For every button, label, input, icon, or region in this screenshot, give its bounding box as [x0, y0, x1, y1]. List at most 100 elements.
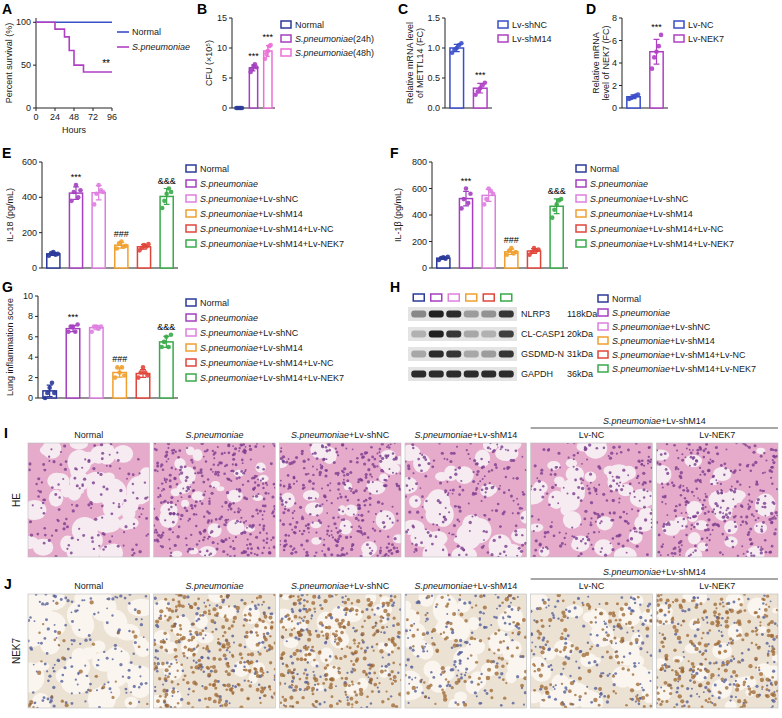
tissue-texture — [601, 547, 603, 549]
tissue-texture — [198, 540, 200, 542]
protein-label: CL-CASP1 — [521, 329, 565, 339]
data-point — [468, 192, 473, 197]
tissue-texture — [280, 450, 283, 453]
tissue-texture — [242, 472, 245, 475]
tissue-texture — [284, 508, 287, 511]
tissue-texture — [63, 444, 66, 447]
blot-band — [464, 331, 479, 338]
tissue-texture — [405, 477, 418, 494]
tissue-texture — [315, 531, 317, 533]
tissue-texture — [99, 473, 102, 476]
tissue-texture — [237, 508, 239, 510]
legend-label: S.pneumoniae(48h) — [295, 48, 374, 58]
tissue-texture — [243, 496, 246, 499]
tissue-texture — [194, 505, 197, 508]
tissue-texture — [37, 490, 39, 492]
blot-strip — [408, 347, 517, 361]
tissue-texture — [262, 514, 264, 516]
tissue-texture — [467, 453, 469, 455]
y-tick — [429, 241, 432, 242]
data-point — [115, 246, 120, 251]
tissue-texture — [157, 487, 159, 489]
legend-swatch — [186, 329, 196, 336]
axis-title-line: of METTL14 (FC) — [415, 28, 425, 98]
y-tick — [35, 296, 38, 297]
tissue-texture — [491, 486, 494, 489]
tissue-texture — [599, 522, 601, 524]
plot-area — [154, 443, 276, 557]
tissue-texture — [175, 468, 177, 470]
tissue-texture — [379, 455, 381, 457]
tissue-texture — [333, 522, 336, 525]
tissue-texture — [608, 455, 610, 457]
tissue-texture — [521, 516, 524, 519]
tissue-texture — [191, 507, 194, 510]
tissue-texture — [571, 526, 573, 528]
tissue-texture — [102, 548, 104, 550]
y-tick — [35, 398, 38, 399]
data-point — [159, 345, 164, 350]
tissue-texture — [225, 524, 227, 526]
tissue-texture — [185, 509, 188, 512]
tissue-texture — [593, 531, 595, 533]
tissue-texture — [54, 493, 57, 496]
tissue-texture — [357, 499, 360, 502]
tissue-texture — [264, 505, 267, 508]
tissue-texture — [586, 535, 589, 538]
figure: APercent survival (%)050100024487296Hour… — [0, 0, 782, 718]
tissue-texture — [154, 469, 157, 472]
tissue-texture — [122, 505, 136, 521]
tissue-texture — [180, 518, 182, 520]
tissue-texture — [688, 513, 698, 523]
tissue-texture — [208, 512, 211, 515]
tissue-texture — [220, 539, 223, 542]
tissue-texture — [81, 467, 83, 469]
plot-area — [47, 183, 174, 268]
data-point — [119, 239, 124, 244]
tissue-texture — [323, 539, 325, 541]
tissue-texture — [78, 528, 80, 530]
tissue-texture — [462, 514, 482, 535]
tissue-texture — [204, 529, 207, 532]
tissue-texture — [104, 545, 107, 548]
tissue-texture — [268, 551, 271, 554]
tissue-texture — [319, 473, 322, 476]
tissue-texture — [341, 547, 344, 550]
tissue-texture — [311, 522, 322, 529]
data-point — [509, 246, 514, 251]
tissue-texture — [279, 544, 281, 546]
tissue-texture — [378, 451, 380, 453]
tissue-texture — [491, 469, 493, 471]
data-point — [483, 81, 488, 86]
data-point — [459, 41, 464, 46]
tissue-texture — [462, 549, 465, 552]
tissue-texture — [296, 521, 299, 524]
tissue-texture — [230, 508, 233, 511]
tissue-texture — [551, 486, 554, 489]
tissue-texture — [510, 495, 513, 498]
tissue-texture — [71, 504, 73, 506]
tissue-texture — [568, 456, 570, 458]
tissue-texture — [169, 547, 171, 549]
tissue-texture — [234, 511, 236, 513]
data-point — [559, 197, 564, 202]
tissue-texture — [195, 500, 198, 503]
data-point — [92, 202, 97, 207]
tissue-texture — [622, 485, 624, 487]
tissue-texture — [174, 544, 177, 547]
tissue-texture — [309, 444, 312, 447]
tissue-texture — [337, 531, 340, 534]
legend-swatch — [186, 195, 196, 202]
tissue-texture — [626, 539, 629, 542]
tissue-texture — [280, 480, 282, 482]
tissue-texture — [306, 539, 309, 542]
tissue-texture — [312, 453, 314, 455]
tissue-texture — [545, 546, 548, 549]
y-tick — [35, 357, 38, 358]
tissue-texture — [531, 523, 544, 531]
tissue-texture — [323, 494, 326, 497]
tissue-texture — [60, 536, 75, 553]
y-tick-label: 2 — [28, 373, 33, 383]
tissue-texture — [616, 453, 618, 455]
tissue-texture — [181, 500, 189, 508]
